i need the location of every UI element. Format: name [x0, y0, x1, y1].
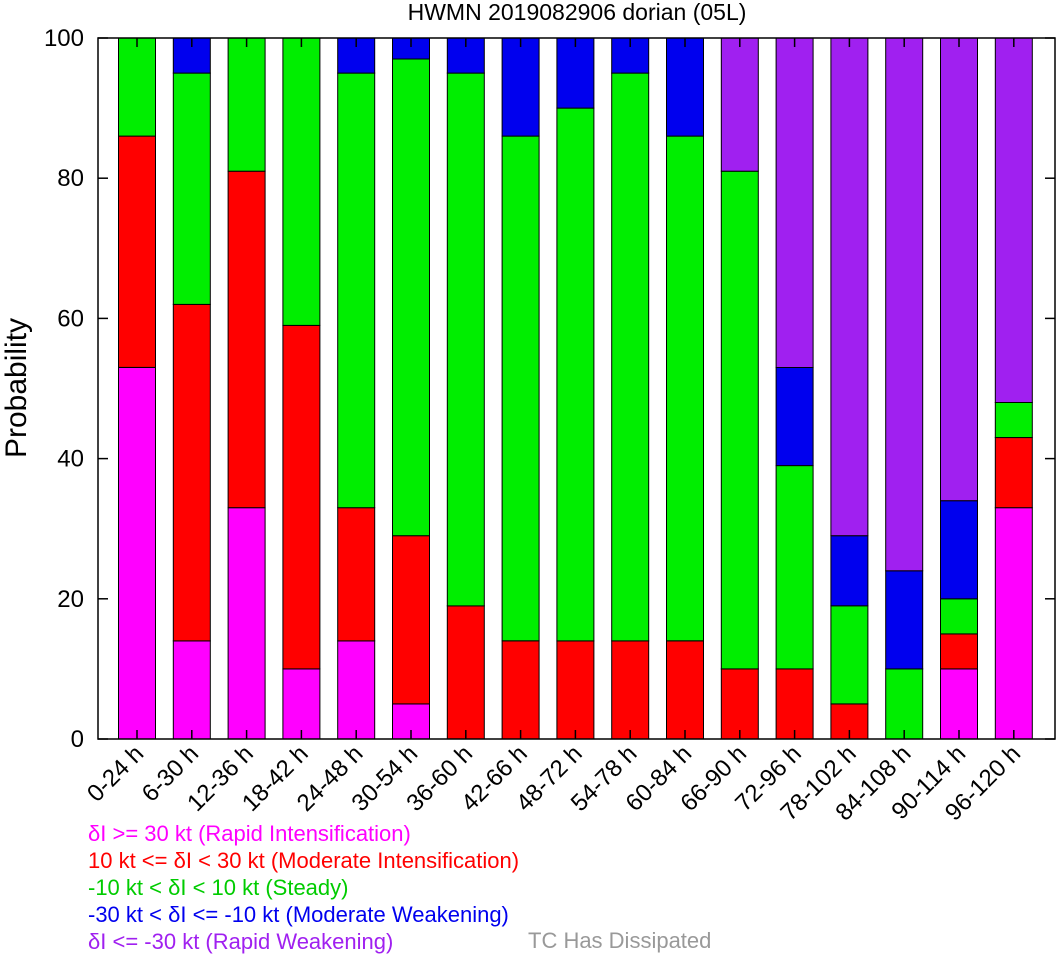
chart-title: HWMN 2019082906 dorian (05L) — [408, 0, 747, 25]
bar-segment-6-30h-series-1 — [172, 303, 211, 642]
legend-item-rapid-weakening: δI <= -30 kt (Rapid Weakening) — [88, 929, 394, 954]
bar-segment-42-66h-series-3 — [501, 37, 540, 137]
bar-segment-12-36h-series-0 — [227, 507, 266, 740]
bar-segment-90-114h-series-1 — [940, 633, 978, 670]
y-tick-label: 60 — [57, 305, 84, 332]
bar-segment-96-120h-series-4 — [994, 37, 1033, 403]
bar-segment-0-24h-series-2 — [118, 37, 156, 137]
bar-segment-96-120h-series-2 — [994, 402, 1033, 438]
bar-segment-78-102h-series-3 — [830, 535, 869, 607]
y-tick-label: 40 — [57, 446, 84, 473]
bar-segment-6-30h-series-2 — [172, 72, 211, 305]
bar-segment-60-84h-series-3 — [666, 37, 704, 137]
bar-segment-54-78h-series-1 — [611, 640, 650, 740]
bars-layer — [118, 37, 1033, 740]
bar-segment-96-120h-series-0 — [994, 507, 1033, 740]
bar-segment-72-96h-series-4 — [775, 37, 814, 368]
bar-segment-54-78h-series-2 — [611, 72, 650, 642]
bar-segment-18-42h-series-1 — [282, 324, 321, 670]
chart-svg: HWMN 2019082906 dorian (05L) Probability… — [0, 0, 1056, 826]
legend: δI >= 30 kt (Rapid Intensification) 10 k… — [88, 820, 519, 955]
y-tick-label: 0 — [71, 726, 84, 753]
plot-frame — [97, 37, 1056, 740]
bar-segment-24-48h-series-2 — [337, 72, 376, 509]
legend-item-moderate-intensification: 10 kt <= δI < 30 kt (Moderate Intensific… — [88, 848, 520, 873]
y-tick-label: 20 — [57, 586, 84, 613]
bar-segment-90-114h-series-0 — [940, 668, 978, 740]
bar-segment-12-36h-series-2 — [227, 37, 266, 172]
bar-segment-0-24h-series-1 — [118, 135, 156, 368]
bar-segment-90-114h-series-2 — [940, 598, 978, 635]
bar-segment-84-108h-series-4 — [885, 37, 924, 572]
bar-segment-48-72h-series-1 — [556, 640, 595, 740]
bar-segment-66-90h-series-1 — [720, 668, 759, 740]
bar-segment-30-54h-series-2 — [392, 58, 430, 537]
bar-segment-78-102h-series-4 — [830, 37, 869, 537]
bar-segment-96-120h-series-1 — [994, 437, 1033, 509]
y-axis-label: Probability — [0, 318, 33, 458]
bar-segment-30-54h-series-1 — [392, 535, 430, 705]
bar-segment-60-84h-series-2 — [666, 135, 704, 642]
bar-segment-36-60h-series-2 — [446, 72, 485, 607]
legend-item-steady: -10 kt < δI < 10 kt (Steady) — [88, 875, 349, 900]
bar-segment-6-30h-series-0 — [172, 640, 211, 740]
bar-segment-0-24h-series-0 — [118, 367, 156, 740]
bar-segment-90-114h-series-3 — [940, 500, 978, 600]
y-tick-label: 80 — [57, 165, 84, 192]
legend-item-moderate-weakening: -30 kt < δI <= -10 kt (Moderate Weakenin… — [88, 902, 509, 927]
bar-segment-48-72h-series-2 — [556, 107, 595, 642]
bar-segment-78-102h-series-2 — [830, 605, 869, 705]
bar-segment-36-60h-series-3 — [446, 37, 485, 74]
bar-segment-60-84h-series-1 — [666, 640, 704, 740]
bar-segment-66-90h-series-2 — [720, 170, 759, 670]
legend-item-rapid-intensification: δI >= 30 kt (Rapid Intensification) — [88, 821, 411, 846]
y-tick-label: 100 — [44, 25, 84, 52]
bar-segment-84-108h-series-2 — [885, 668, 924, 740]
bar-segment-42-66h-series-1 — [501, 640, 540, 740]
x-tick-label: 0-24 h — [82, 740, 149, 807]
bar-segment-42-66h-series-2 — [501, 135, 540, 642]
bar-segment-24-48h-series-1 — [337, 507, 376, 642]
bar-segment-24-48h-series-0 — [337, 640, 376, 740]
legend-item-tc-dissipated: TC Has Dissipated — [528, 928, 712, 953]
bar-segment-72-96h-series-1 — [775, 668, 814, 740]
bar-segment-90-114h-series-4 — [940, 37, 978, 502]
bar-segment-18-42h-series-2 — [282, 37, 321, 326]
bar-segment-48-72h-series-3 — [556, 37, 595, 109]
bar-segment-84-108h-series-3 — [885, 570, 924, 670]
bar-segment-18-42h-series-0 — [282, 668, 321, 740]
bar-segment-36-60h-series-1 — [446, 605, 485, 740]
bar-segment-72-96h-series-2 — [775, 465, 814, 670]
bar-segment-66-90h-series-4 — [720, 37, 759, 172]
bar-segment-72-96h-series-3 — [775, 367, 814, 467]
bar-segment-12-36h-series-1 — [227, 170, 266, 509]
